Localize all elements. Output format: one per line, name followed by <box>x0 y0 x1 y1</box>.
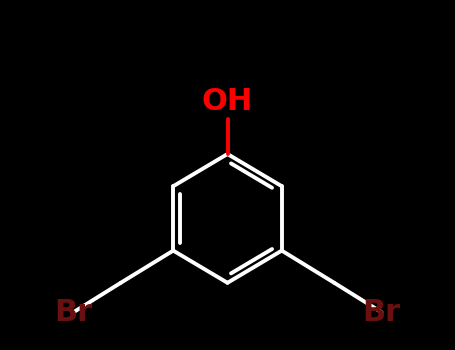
Text: Br: Br <box>55 298 92 327</box>
Text: Br: Br <box>363 298 400 327</box>
Text: OH: OH <box>202 87 253 116</box>
